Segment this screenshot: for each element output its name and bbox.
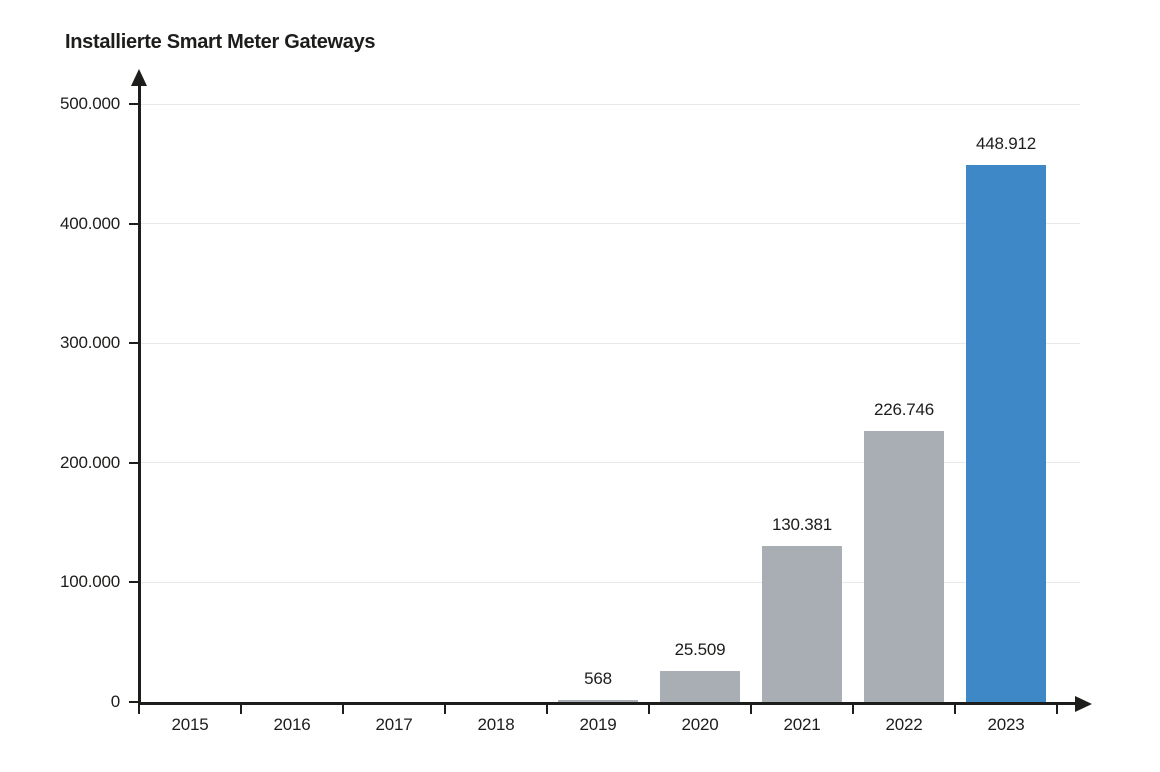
x-tick (852, 705, 854, 714)
x-axis-tick-label-2022: 2022 (885, 715, 923, 734)
x-tick (546, 705, 548, 714)
x-tick (954, 705, 956, 714)
y-axis-tick-label: 400.000 (59, 213, 120, 233)
y-axis-tick-label: 300.000 (59, 333, 120, 353)
y-axis-tick-label: 500.000 (59, 94, 120, 113)
y-axis (137, 83, 141, 705)
gridline-300.000 (139, 342, 1080, 344)
x-tick (342, 705, 344, 714)
bar-2022 (864, 430, 944, 702)
y-tick (129, 342, 139, 345)
x-tick (648, 705, 650, 714)
x-axis-tick-label-2019: 2019 (579, 715, 617, 734)
bar-2023 (966, 165, 1046, 702)
value-label-2022: 226.746 (873, 399, 935, 419)
x-axis-tick-label-2018: 2018 (477, 715, 515, 734)
y-tick (129, 701, 139, 703)
y-axis-arrow-icon (131, 69, 147, 86)
x-tick (138, 705, 140, 714)
bar-2020 (660, 671, 740, 702)
x-axis-tick-label-2016: 2016 (273, 715, 311, 734)
gridline-500.000 (139, 103, 1080, 105)
x-axis-tick-label-2023: 2023 (987, 715, 1025, 734)
value-label-2019: 568 (584, 669, 612, 688)
x-tick (1056, 705, 1058, 714)
gridline-200.000 (139, 462, 1080, 464)
chart-title: Installierte Smart Meter Gateways (65, 31, 376, 53)
bar-2021 (762, 546, 842, 702)
x-axis-tick-label-2020: 2020 (681, 715, 719, 734)
x-tick (444, 705, 446, 714)
x-axis (137, 702, 1077, 705)
x-axis-tick-label-2021: 2021 (783, 715, 821, 734)
x-axis-tick-label-2015: 2015 (171, 715, 209, 734)
y-axis-tick-label: 200.000 (59, 452, 120, 472)
value-label-2021: 130.381 (771, 515, 833, 535)
value-label-2023: 448.912 (975, 134, 1037, 154)
x-tick (750, 705, 752, 714)
y-axis-tick-label: 100.000 (59, 572, 120, 592)
y-tick (129, 222, 139, 225)
bar-2019 (558, 700, 638, 702)
x-tick (240, 705, 242, 714)
value-label-2020: 25.509 (674, 640, 726, 660)
x-axis-tick-label-2017: 2017 (375, 715, 413, 734)
y-tick (129, 103, 139, 105)
y-tick (129, 581, 139, 584)
gridline-100.000 (139, 581, 1080, 583)
y-tick (129, 461, 139, 464)
gridline-400.000 (139, 223, 1080, 225)
y-axis-tick-label: 0 (110, 692, 120, 711)
x-axis-arrow-icon (1075, 695, 1092, 712)
